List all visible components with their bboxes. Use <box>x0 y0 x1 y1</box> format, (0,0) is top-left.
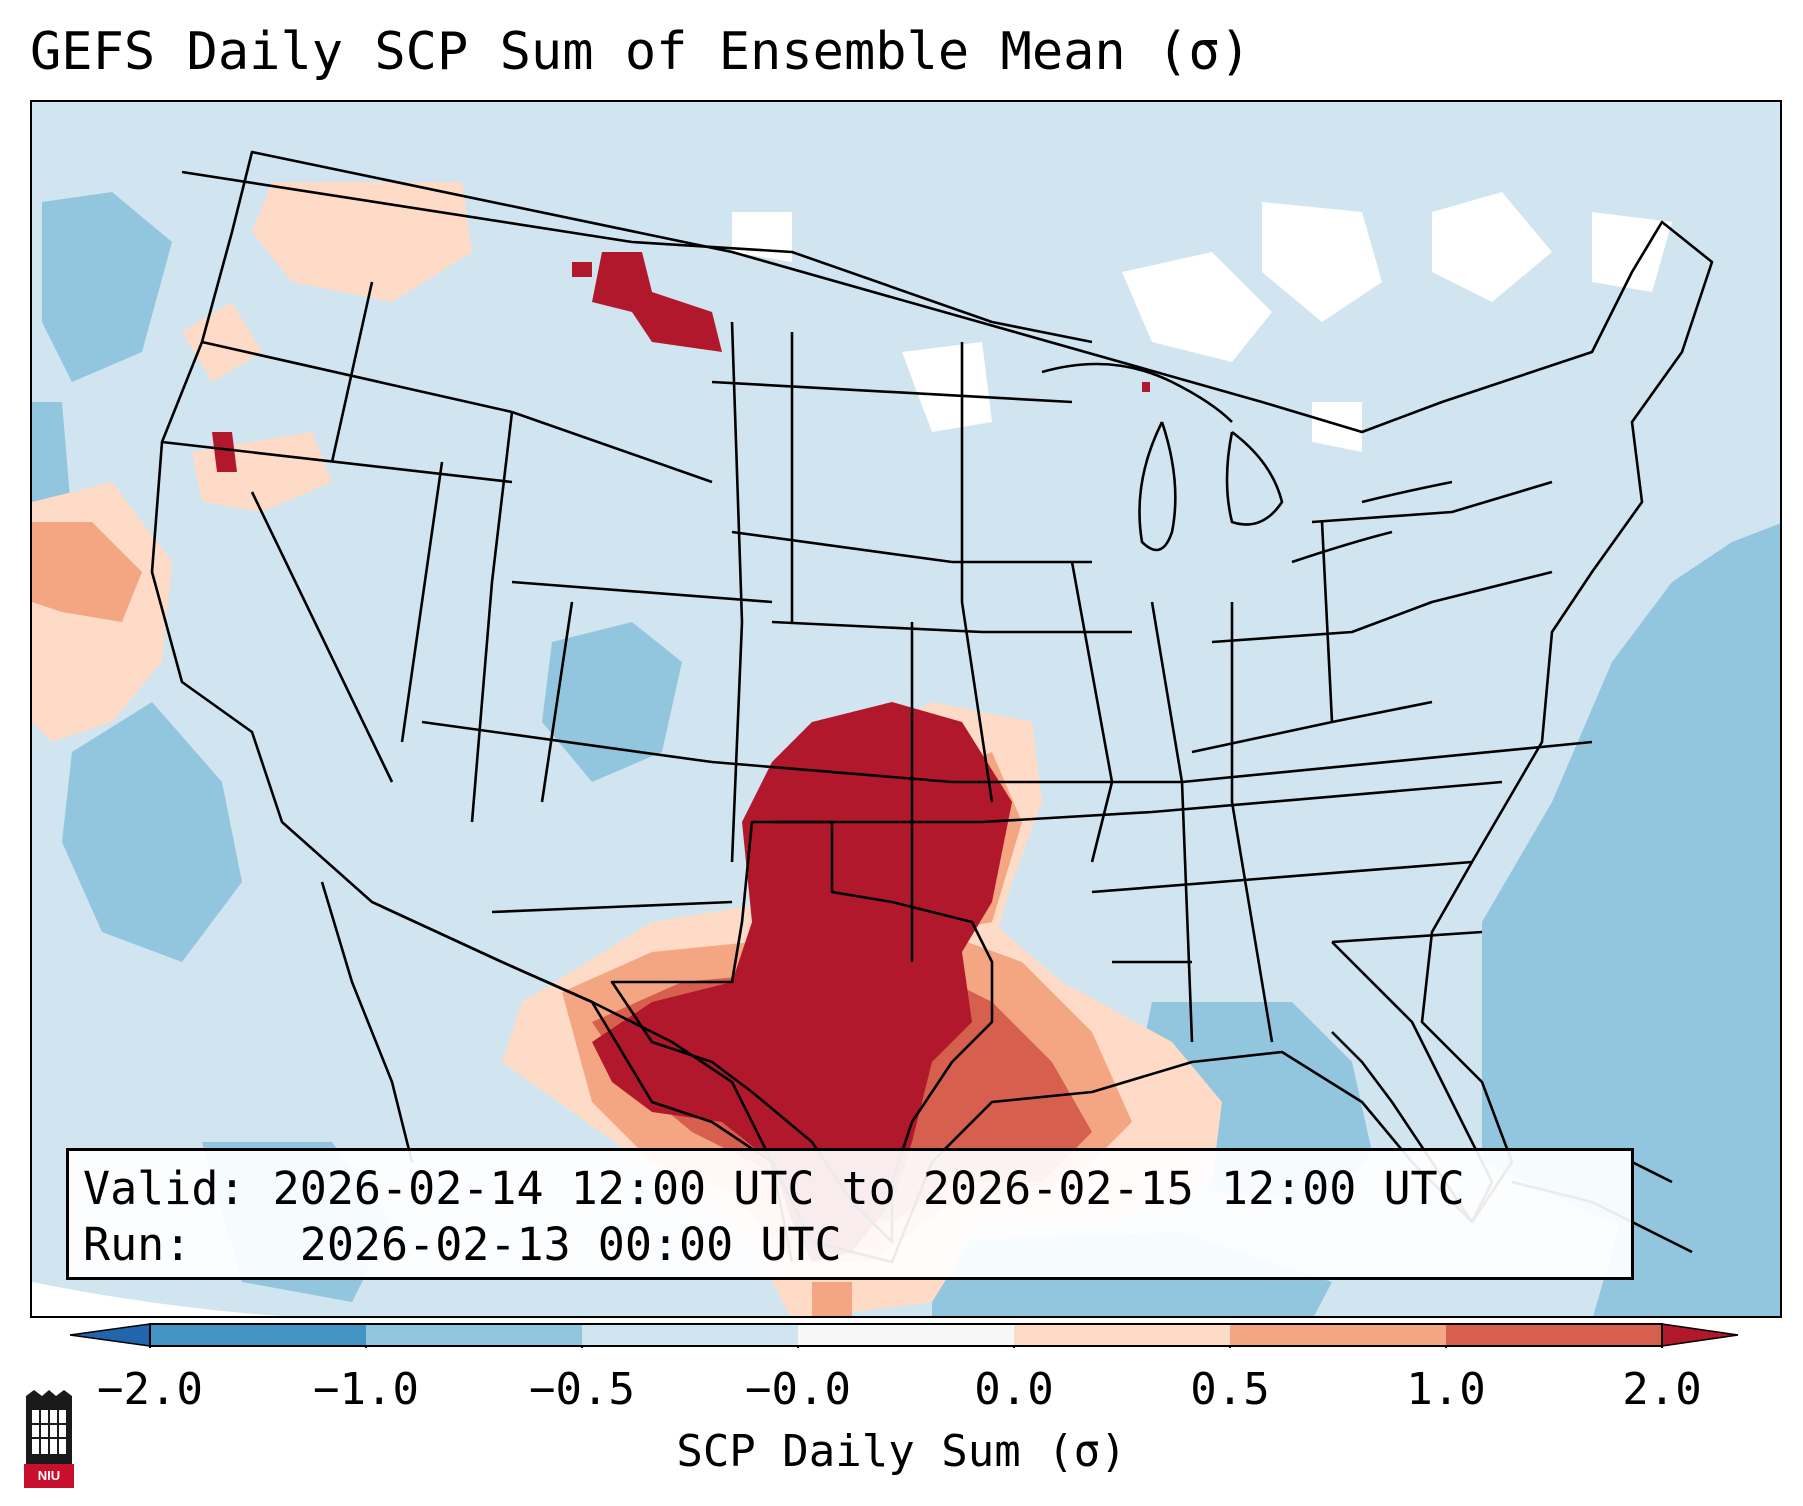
great-lakes <box>1041 362 1453 564</box>
colorbar-tick: 2.0 <box>1622 1364 1702 1415</box>
colorbar-label: SCP Daily Sum (σ) <box>676 1426 1127 1477</box>
map-svg <box>32 102 1780 1316</box>
colorbar-tick: −2.0 <box>97 1364 203 1415</box>
colorbar <box>70 1323 1739 1348</box>
colorbar-tick: 0.0 <box>974 1364 1054 1415</box>
colorbar-tick: −0.5 <box>529 1364 635 1415</box>
run-label: Run: <box>83 1218 192 1271</box>
colorbar-extend-low <box>70 1323 151 1347</box>
colorbar-segment <box>582 1324 798 1346</box>
colorbar-segment <box>1014 1324 1230 1346</box>
map-panel[interactable] <box>30 100 1782 1318</box>
colorbar-tick: −1.0 <box>313 1364 419 1415</box>
niu-logo-text: NIU <box>37 1468 61 1483</box>
colorbar-segment <box>798 1324 1014 1346</box>
colorbar-extend-high <box>1661 1323 1739 1347</box>
chart-title: GEFS Daily SCP Sum of Ensemble Mean (σ) <box>30 22 1251 82</box>
us-outline <box>150 150 1714 1264</box>
run-value: 2026-02-13 00:00 UTC <box>299 1218 842 1271</box>
positive-anomaly-core <box>212 252 1150 1262</box>
neutral-areas <box>732 192 1672 452</box>
niu-logo-icon <box>24 1390 74 1488</box>
colorbar-tick: −0.0 <box>745 1364 851 1415</box>
valid-value: 2026-02-14 12:00 UTC to 2026-02-15 12:00… <box>272 1162 1465 1215</box>
colorbar-segment <box>1446 1324 1662 1346</box>
colorbar-segment <box>150 1324 366 1346</box>
colorbar-segment <box>1230 1324 1446 1346</box>
colorbar-tick: 1.0 <box>1406 1364 1486 1415</box>
colorbar-segment <box>366 1324 582 1346</box>
political-borders <box>150 150 1714 1264</box>
colorbar-tick: 0.5 <box>1190 1364 1270 1415</box>
projection-edge <box>32 1282 281 1316</box>
valid-label: Valid: <box>83 1162 246 1215</box>
valid-run-info-box: Valid: 2026-02-14 12:00 UTC to 2026-02-1… <box>66 1148 1634 1280</box>
